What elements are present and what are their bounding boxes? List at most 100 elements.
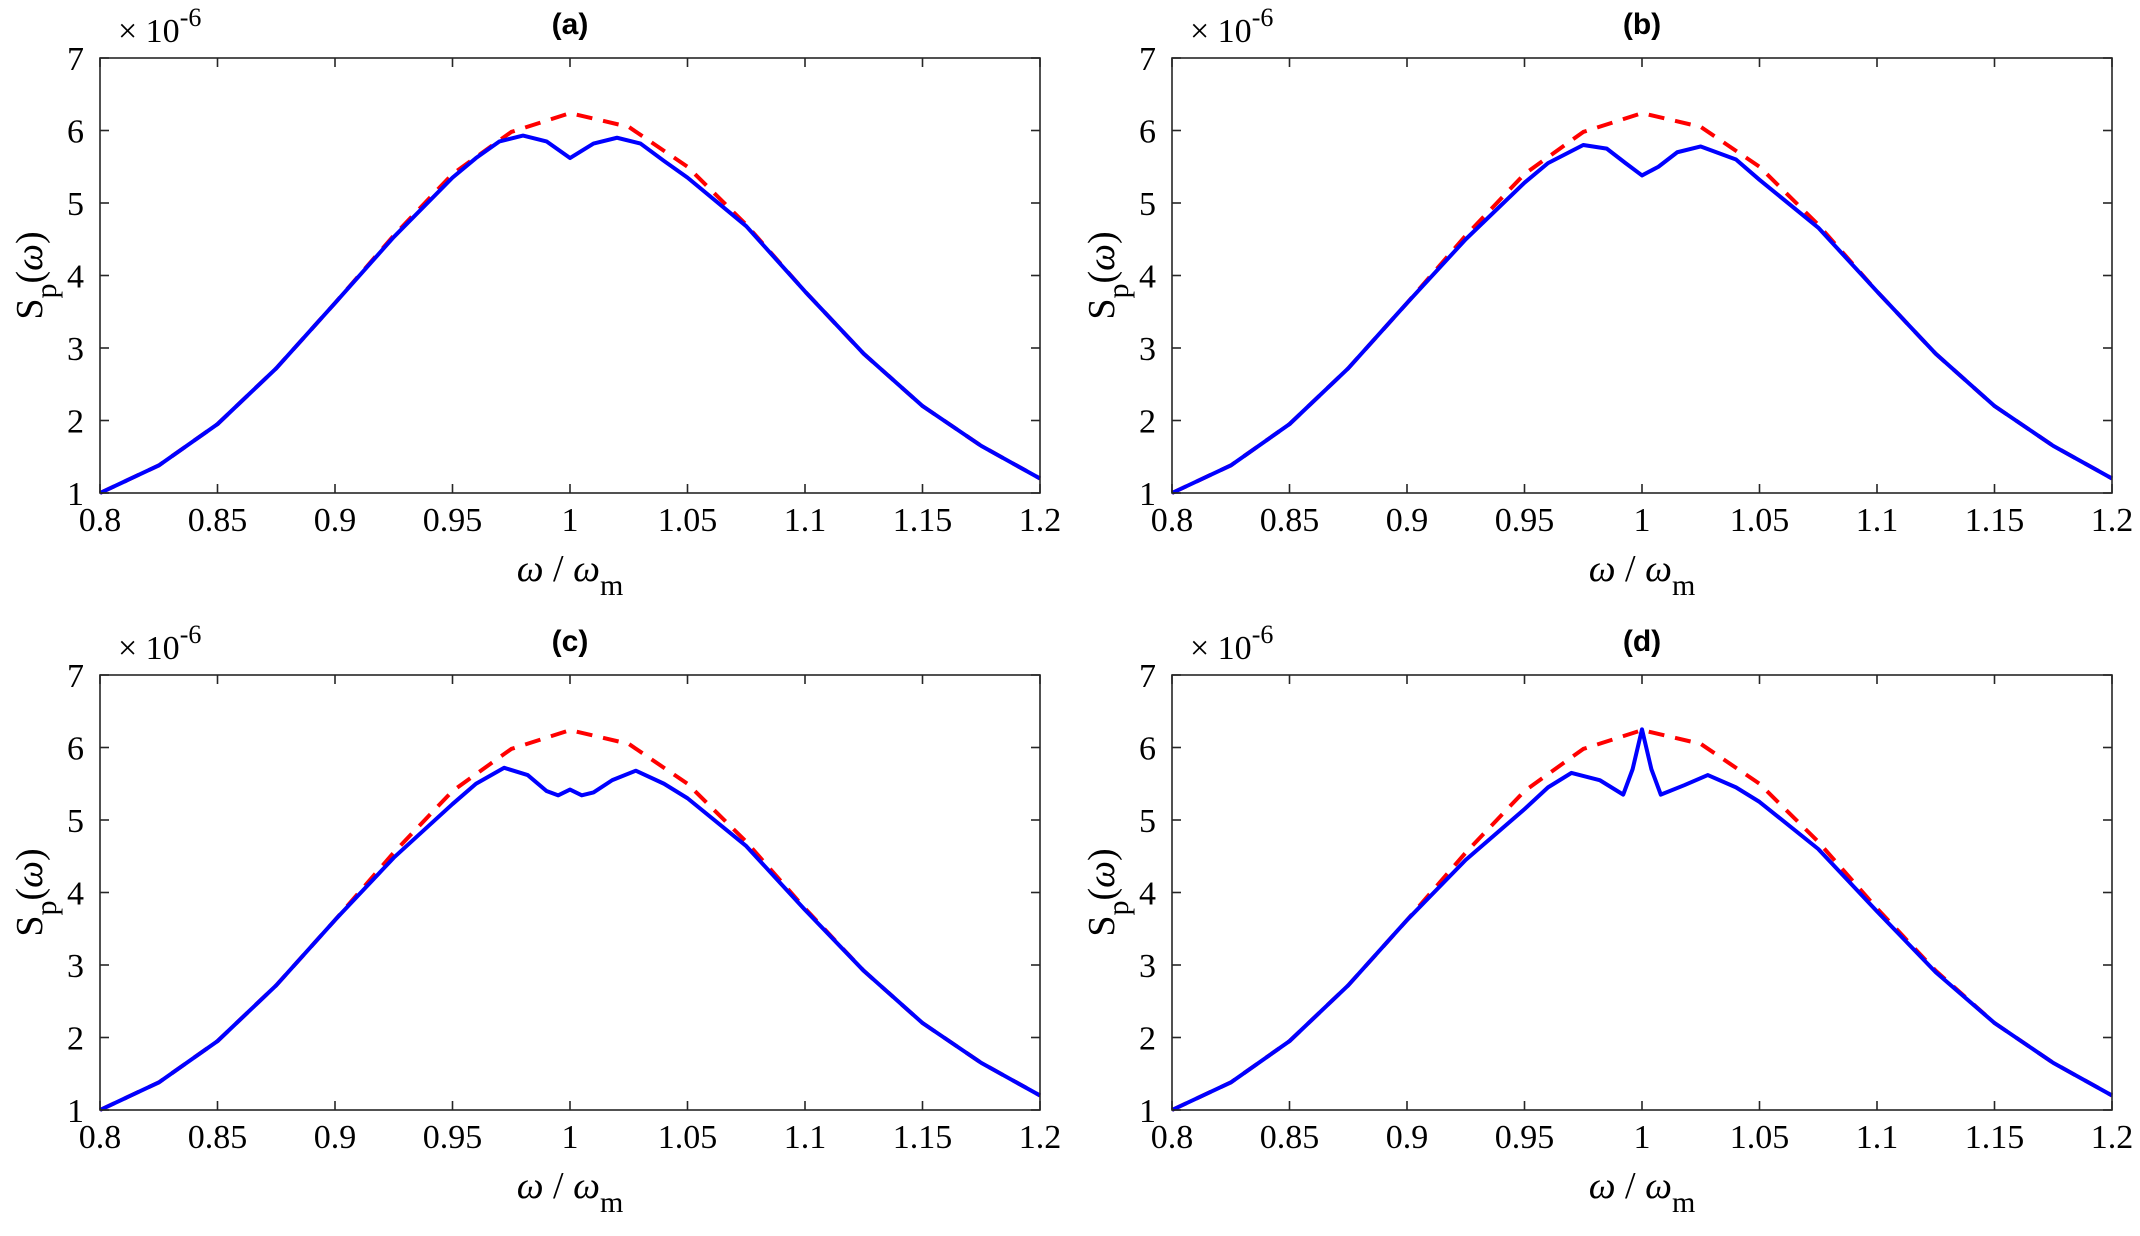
- x-tick-label: 1.1: [784, 1119, 827, 1156]
- y-tick-label: 5: [1139, 803, 1156, 840]
- y-tick-label: 4: [67, 876, 84, 913]
- x-tick-label: 0.9: [314, 1119, 357, 1156]
- y-multiplier-exp: -6: [180, 3, 202, 32]
- x-label-sub: m: [1672, 569, 1695, 602]
- y-label-sub: p: [1102, 284, 1135, 299]
- y-tick-label: 6: [67, 114, 84, 151]
- y-label-open: (: [1081, 888, 1123, 901]
- x-axis-label: ω / ωm: [1589, 1165, 1696, 1219]
- x-tick-label: 0.9: [314, 502, 357, 539]
- y-label-base: S: [1081, 916, 1123, 937]
- x-label-sub-base: ω: [573, 1165, 600, 1207]
- y-tick-label: 4: [67, 259, 84, 296]
- y-tick-label: 1: [1139, 476, 1156, 513]
- x-tick-label: 1: [1634, 502, 1651, 539]
- x-tick-label: 1.2: [1019, 1119, 1062, 1156]
- y-tick-label: 3: [67, 948, 84, 985]
- x-label-sub-base: ω: [573, 548, 600, 590]
- x-label-sub: m: [600, 569, 623, 602]
- y-label-close: ): [1081, 231, 1123, 244]
- y-tick-label: 7: [67, 658, 84, 695]
- x-tick-label: 0.95: [1495, 502, 1555, 539]
- y-label-base: S: [9, 916, 51, 937]
- x-label-separator: /: [544, 1165, 574, 1207]
- panel-title: (b): [1623, 8, 1661, 41]
- x-label-symbol: ω: [517, 1165, 544, 1207]
- y-tick-label: 1: [1139, 1093, 1156, 1130]
- x-tick-label: 1.2: [2091, 502, 2134, 539]
- x-tick-label: 1.1: [1856, 1119, 1899, 1156]
- y-label-open: (: [9, 888, 51, 901]
- y-tick-label: 2: [1139, 404, 1156, 441]
- x-label-separator: /: [544, 548, 574, 590]
- x-tick-label: 1.2: [2091, 1119, 2134, 1156]
- y-label-sub: p: [30, 901, 63, 916]
- y-multiplier: × 10-6: [1190, 3, 1273, 50]
- panel-d: 0.8 0.85 0.9 0.95 1 1.05 1.1 1.15 1.2 1 2 3 4 5 6 7 × 10…: [1081, 620, 2133, 1219]
- y-label-base: S: [9, 299, 51, 320]
- y-tick-label: 3: [1139, 331, 1156, 368]
- x-label-symbol: ω: [1589, 1165, 1616, 1207]
- y-label-base: S: [1081, 299, 1123, 320]
- x-tick-label: 1.15: [893, 502, 953, 539]
- x-tick-label: 1.1: [1856, 502, 1899, 539]
- x-tick-label: 0.85: [188, 1119, 248, 1156]
- y-multiplier: × 10-6: [118, 3, 201, 50]
- y-multiplier: × 10-6: [1190, 620, 1273, 667]
- axes-frame: [99, 674, 1041, 1111]
- x-tick-label: 0.8: [1151, 1119, 1194, 1156]
- panel-title: (d): [1623, 625, 1661, 658]
- x-label-separator: /: [1616, 1165, 1646, 1207]
- x-tick-label: 0.8: [79, 1119, 122, 1156]
- panel-a: 0.8 0.85 0.9 0.95 1 1.05 1.1 1.15 1.2 1 2 3 4 5 6 7 × 10…: [9, 3, 1061, 602]
- x-tick-label: 0.85: [1260, 1119, 1320, 1156]
- envelope-line: [99, 728, 1041, 1112]
- y-multiplier-base: × 10: [1190, 630, 1252, 667]
- y-tick-label: 7: [67, 41, 84, 78]
- axes-frame: [1171, 674, 2113, 1111]
- x-label-symbol: ω: [517, 548, 544, 590]
- x-tick-label: 1.15: [893, 1119, 953, 1156]
- y-tick-label: 6: [1139, 731, 1156, 768]
- x-tick-label: 1.2: [1019, 502, 1062, 539]
- envelope-line: [1171, 728, 2113, 1112]
- y-label-open: (: [1081, 271, 1123, 284]
- x-tick-label: 0.9: [1386, 502, 1429, 539]
- y-label-sub: p: [30, 284, 63, 299]
- y-label-close: ): [9, 848, 51, 861]
- y-tick-label: 2: [1139, 1021, 1156, 1058]
- x-tick-label: 0.8: [1151, 502, 1194, 539]
- spectrum-line: [1171, 143, 2113, 495]
- x-label-symbol: ω: [1589, 548, 1616, 590]
- panel-c: 0.8 0.85 0.9 0.95 1 1.05 1.1 1.15 1.2 1 2 3 4 5 6 7 × 10…: [9, 620, 1061, 1219]
- x-tick-label: 1.1: [784, 502, 827, 539]
- y-tick-label: 6: [1139, 114, 1156, 151]
- y-tick-label: 7: [1139, 41, 1156, 78]
- y-tick-label: 1: [67, 476, 84, 513]
- y-axis-label: Sp(ω): [9, 848, 63, 936]
- panel-title: (a): [552, 8, 589, 41]
- y-tick-label: 5: [67, 803, 84, 840]
- y-tick-label: 3: [67, 331, 84, 368]
- y-multiplier-base: × 10: [118, 630, 180, 667]
- y-tick-label: 6: [67, 731, 84, 768]
- panel-title: (c): [552, 625, 589, 658]
- y-multiplier-exp: -6: [1252, 620, 1274, 649]
- y-multiplier-base: × 10: [118, 13, 180, 50]
- x-tick-label: 1.15: [1965, 502, 2025, 539]
- y-axis-label: Sp(ω): [1081, 231, 1135, 319]
- x-tick-label: 1.05: [1730, 502, 1790, 539]
- y-axis-label: Sp(ω): [1081, 848, 1135, 936]
- x-axis-label: ω / ωm: [517, 1165, 624, 1219]
- x-tick-label: 1: [1634, 1119, 1651, 1156]
- x-tick-label: 1.05: [1730, 1119, 1790, 1156]
- y-tick-label: 5: [1139, 186, 1156, 223]
- y-tick-label: 1: [67, 1093, 84, 1130]
- x-label-separator: /: [1616, 548, 1646, 590]
- y-tick-label: 4: [1139, 876, 1156, 913]
- y-tick-label: 5: [67, 186, 84, 223]
- x-tick-label: 1.05: [658, 502, 718, 539]
- y-tick-label: 4: [1139, 259, 1156, 296]
- y-label-arg: ω: [1081, 861, 1123, 888]
- y-multiplier-exp: -6: [180, 620, 202, 649]
